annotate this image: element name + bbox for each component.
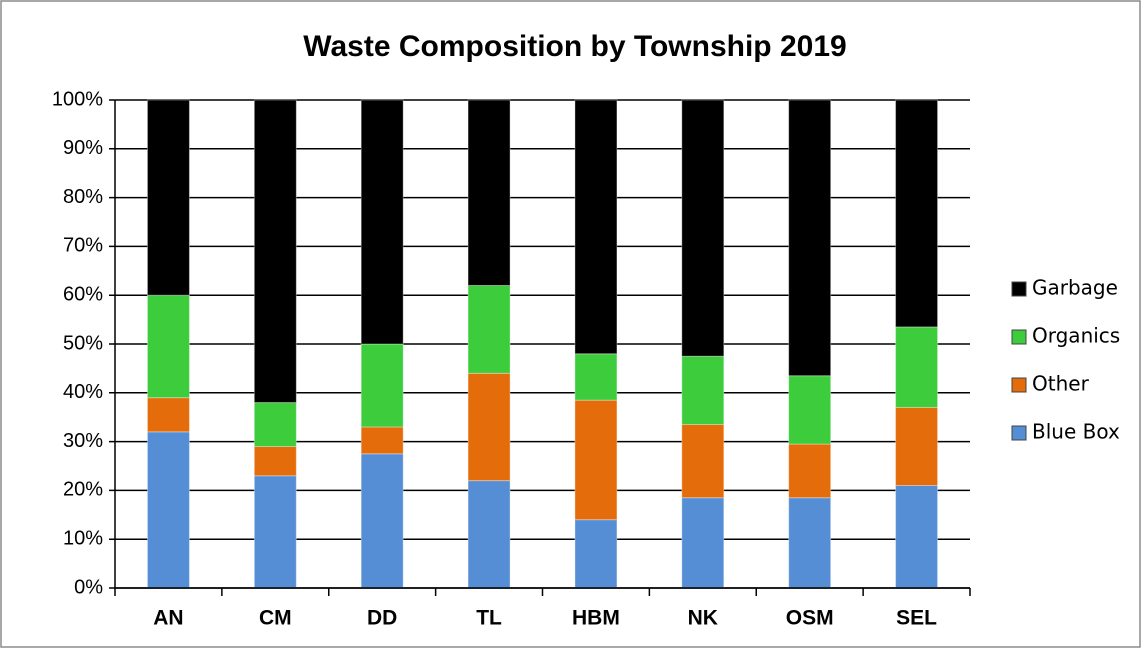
bar-segment [253,445,297,477]
bar-segment [681,497,725,589]
bar-segment [360,99,404,345]
bar-segment [895,99,939,328]
bar-segment [360,343,404,428]
bar-segment [574,99,618,355]
y-tick-label: 90% [63,137,103,159]
y-tick-label: 0% [74,576,103,598]
bar-segment [253,99,297,404]
bar-segment [146,397,190,433]
bar-segment [574,399,618,521]
legend-label: Other [1032,372,1090,396]
bar-segment [467,372,511,482]
bar-segment [895,406,939,487]
x-tick-label: HBM [572,607,620,630]
legend-label: Organics [1032,324,1120,348]
bar-segment [788,99,832,377]
bar-segment [895,326,939,408]
x-tick-label: CM [259,607,292,630]
y-tick-label: 30% [63,430,103,452]
bar-segment [467,480,511,589]
x-tick-label: TL [476,607,502,630]
x-tick-label: AN [153,607,183,630]
legend-label: Blue Box [1032,420,1120,444]
bar-segment [146,431,190,589]
x-tick-label: SEL [896,607,937,630]
bar-segment [467,99,511,286]
y-tick-label: 100% [52,88,103,110]
bar-segment [146,294,190,399]
x-tick-label: DD [367,607,397,630]
y-tick-label: 50% [63,332,103,354]
bar-segment [253,402,297,447]
legend-swatch [1011,281,1027,297]
legend-swatch [1011,329,1027,345]
x-tick-label: NK [688,607,718,630]
legend-swatch [1011,377,1027,393]
bar-segment [253,475,297,589]
bar-segment [895,485,939,589]
bar-segment [467,284,511,374]
bar-segment [788,375,832,445]
bar-segment [681,99,725,357]
bar-segment [574,519,618,589]
legend-label: Garbage [1032,276,1118,300]
y-tick-label: 20% [63,479,103,501]
bar-segment [360,426,404,455]
bar-segment [681,424,725,499]
legend-swatch [1011,425,1027,441]
y-tick-label: 80% [63,186,103,208]
bar-segment [788,443,832,499]
y-tick-label: 40% [63,381,103,403]
bar-segment [146,99,190,296]
bar-segment [788,497,832,589]
y-tick-label: 60% [63,283,103,305]
bar-segment [360,453,404,589]
bar-segment [574,353,618,401]
bar-segment [681,355,725,426]
x-tick-label: OSM [786,607,834,630]
y-tick-label: 70% [63,235,103,257]
y-tick-label: 10% [63,527,103,549]
chart-title: Waste Composition by Township 2019 [303,30,846,63]
